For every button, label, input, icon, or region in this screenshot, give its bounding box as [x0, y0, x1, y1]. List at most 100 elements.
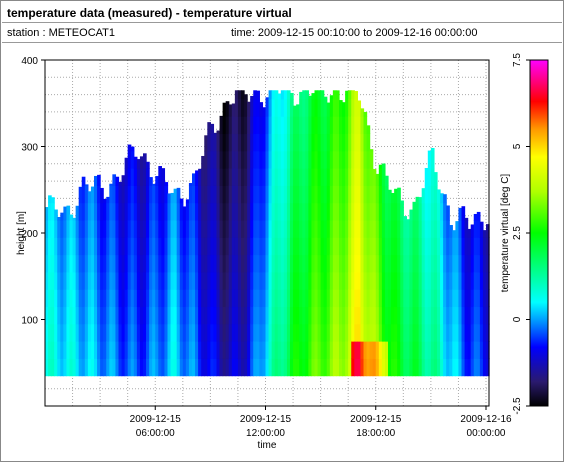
heatmap-cell: [394, 220, 398, 238]
heatmap-cell: [87, 237, 92, 256]
heatmap-cell: [280, 220, 285, 238]
heatmap-cell: [323, 96, 328, 100]
heatmap-cell: [259, 358, 264, 377]
heatmap-cell: [121, 237, 126, 256]
heatmap-cell: [66, 271, 71, 290]
heatmap-cell: [265, 150, 270, 169]
heatmap-cell: [225, 306, 230, 325]
heatmap-cell: [308, 202, 313, 221]
heatmap-cell: [48, 306, 52, 325]
heatmap-cell: [237, 185, 242, 204]
heatmap-cell: [262, 220, 267, 238]
heatmap-cell: [397, 289, 401, 308]
heatmap-cell: [170, 358, 175, 377]
heatmap-cell: [446, 220, 450, 238]
heatmap-cell: [290, 271, 294, 290]
heatmap-cell: [326, 220, 331, 238]
heatmap-cell: [222, 185, 227, 204]
heatmap-cell: [320, 90, 325, 100]
heatmap-cell: [210, 185, 215, 204]
heatmap-cell: [94, 202, 98, 221]
heatmap-cell: [155, 185, 159, 204]
heatmap-cell: [72, 306, 77, 325]
heatmap-cell: [155, 341, 159, 359]
heatmap-cell: [397, 271, 401, 290]
heatmap-cell: [250, 237, 254, 256]
heatmap-cell: [286, 150, 291, 169]
heatmap-cell: [400, 254, 404, 273]
heatmap-cell: [84, 254, 89, 273]
heatmap-cell: [179, 289, 184, 308]
heatmap-cell: [198, 289, 202, 308]
heatmap-cell: [415, 323, 420, 342]
heatmap-cell: [449, 237, 453, 256]
heatmap-cell: [381, 323, 386, 342]
heatmap-cell: [354, 237, 358, 256]
heatmap-cell: [388, 289, 392, 308]
heatmap-cell: [308, 150, 313, 169]
heatmap-cell: [164, 202, 169, 221]
heatmap-cell: [139, 323, 144, 342]
heatmap-cell: [299, 289, 303, 308]
heatmap-cell: [296, 150, 300, 169]
heatmap-cell: [195, 341, 199, 359]
heatmap-cell: [482, 341, 487, 359]
heatmap-cell: [357, 100, 362, 117]
heatmap-cell: [188, 271, 193, 290]
heatmap-cell: [415, 254, 420, 273]
heatmap-cell: [277, 237, 282, 256]
heatmap-cell: [241, 90, 245, 100]
heatmap-cell: [430, 358, 435, 377]
heatmap-cell: [388, 341, 392, 359]
heatmap-cell: [201, 254, 205, 273]
heatmap-cell: [182, 271, 187, 290]
heatmap-cell: [418, 358, 423, 377]
heatmap-cell: [299, 358, 303, 377]
heatmap-cell: [161, 185, 166, 204]
heatmap-cell: [296, 237, 300, 256]
heatmap-cell: [277, 323, 282, 342]
heatmap-cell: [482, 306, 487, 325]
heatmap-cell: [473, 306, 478, 325]
heatmap-cell: [283, 185, 288, 204]
heatmap-cell: [366, 202, 371, 221]
heatmap-cell: [274, 90, 279, 100]
heatmap-cell: [283, 90, 288, 100]
heatmap-cell: [449, 225, 453, 238]
heatmap-cell: [143, 254, 147, 273]
heatmap-cell: [143, 358, 147, 377]
heatmap-cell: [63, 220, 68, 238]
heatmap-cell: [283, 306, 288, 325]
heatmap-cell: [213, 185, 218, 204]
heatmap-cell: [366, 185, 371, 204]
heatmap-cell: [237, 168, 242, 186]
heatmap-cell: [406, 271, 411, 290]
heatmap-cell: [375, 237, 380, 256]
heatmap-cell: [299, 323, 303, 342]
heatmap-cell: [357, 289, 362, 308]
heatmap-cell: [427, 237, 432, 256]
heatmap-cell: [320, 185, 325, 204]
heatmap-cell: [311, 185, 316, 204]
heatmap-cell: [250, 95, 254, 100]
heatmap-cell: [121, 202, 126, 221]
heatmap-cell: [213, 306, 218, 325]
heatmap-cell: [72, 358, 77, 377]
heatmap-cell: [103, 254, 107, 273]
heatmap-cell: [253, 185, 257, 204]
heatmap-cell: [290, 202, 294, 221]
heatmap-cell: [139, 185, 144, 204]
heatmap-cell: [397, 306, 401, 325]
heatmap-cells: [45, 90, 490, 377]
heatmap-cell: [130, 185, 135, 204]
heatmap-cell: [283, 237, 288, 256]
heatmap-cell: [277, 150, 282, 169]
heatmap-cell: [391, 306, 395, 325]
heatmap-cell: [412, 220, 417, 238]
heatmap-cell: [296, 254, 300, 273]
heatmap-cell: [320, 271, 325, 290]
heatmap-cell: [94, 341, 98, 359]
heatmap-cell: [403, 323, 407, 342]
heatmap-cell: [60, 306, 64, 325]
heatmap-cell: [403, 237, 407, 256]
